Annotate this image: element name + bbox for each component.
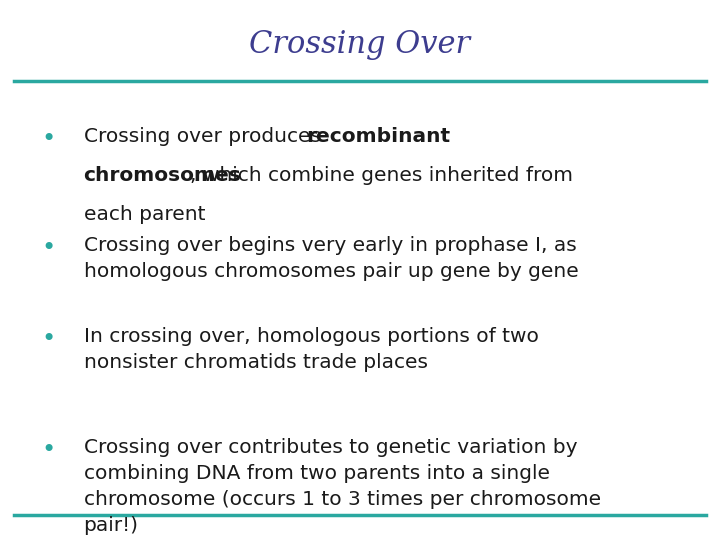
Text: Crossing Over: Crossing Over (249, 29, 471, 60)
Text: , which combine genes inherited from: , which combine genes inherited from (190, 166, 573, 185)
Text: •: • (42, 127, 56, 151)
Text: recombinant: recombinant (306, 127, 450, 146)
Text: Crossing over produces: Crossing over produces (84, 127, 327, 146)
Text: •: • (42, 327, 56, 351)
Text: chromosomes: chromosomes (84, 166, 241, 185)
Text: •: • (42, 237, 56, 260)
Text: each parent: each parent (84, 205, 205, 224)
Text: Crossing over contributes to genetic variation by
combining DNA from two parents: Crossing over contributes to genetic var… (84, 438, 600, 535)
Text: Crossing over begins very early in prophase I, as
homologous chromosomes pair up: Crossing over begins very early in proph… (84, 237, 578, 281)
Text: •: • (42, 438, 56, 462)
Text: In crossing over, homologous portions of two
nonsister chromatids trade places: In crossing over, homologous portions of… (84, 327, 539, 372)
